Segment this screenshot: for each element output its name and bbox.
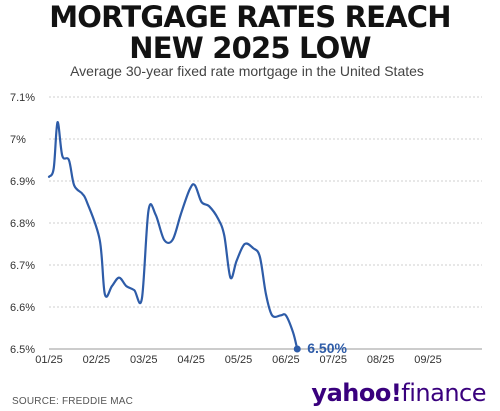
logo-part-yahoo: yahoo! xyxy=(311,379,402,407)
y-tick-label: 7% xyxy=(10,134,26,146)
end-value-label: 6.50% xyxy=(307,340,347,356)
x-tick-label: 07/25 xyxy=(319,354,347,366)
y-tick-label: 6.9% xyxy=(10,176,35,188)
y-tick-label: 6.7% xyxy=(10,260,35,272)
x-tick-label: 09/25 xyxy=(414,354,442,366)
x-tick-label: 01/25 xyxy=(35,354,63,366)
logo-part-finance: finance xyxy=(401,379,486,407)
x-tick-label: 03/25 xyxy=(130,354,158,366)
x-tick-label: 06/25 xyxy=(272,354,300,366)
y-tick-label: 7.1% xyxy=(10,92,35,104)
chart-title: MORTGAGE RATES REACH NEW 2025 LOW xyxy=(49,0,451,65)
chart-subtitle: Average 30-year fixed rate mortgage in t… xyxy=(70,63,424,79)
x-tick-label: 08/25 xyxy=(367,354,395,366)
data-points xyxy=(48,121,299,350)
series-line xyxy=(47,121,299,351)
y-axis-ticks: 7.1% 7% 6.9% 6.8% 6.7% 6.6% 6.5% xyxy=(10,92,35,356)
y-tick-label: 6.6% xyxy=(10,302,35,314)
source-note: SOURCE: FREDDIE MAC xyxy=(12,396,134,407)
x-tick-label: 05/25 xyxy=(225,354,253,366)
y-tick-label: 6.5% xyxy=(10,344,35,356)
x-tick-label: 02/25 xyxy=(83,354,111,366)
y-tick-label: 6.8% xyxy=(10,218,35,230)
x-tick-label: 04/25 xyxy=(177,354,205,366)
yahoo-finance-logo: yahoo!finance xyxy=(311,380,486,406)
grid-lines xyxy=(49,96,482,350)
x-axis-ticks: 01/25 02/25 03/25 04/25 05/25 06/25 07/25 08/25… xyxy=(35,354,442,366)
end-point-marker xyxy=(293,345,301,353)
